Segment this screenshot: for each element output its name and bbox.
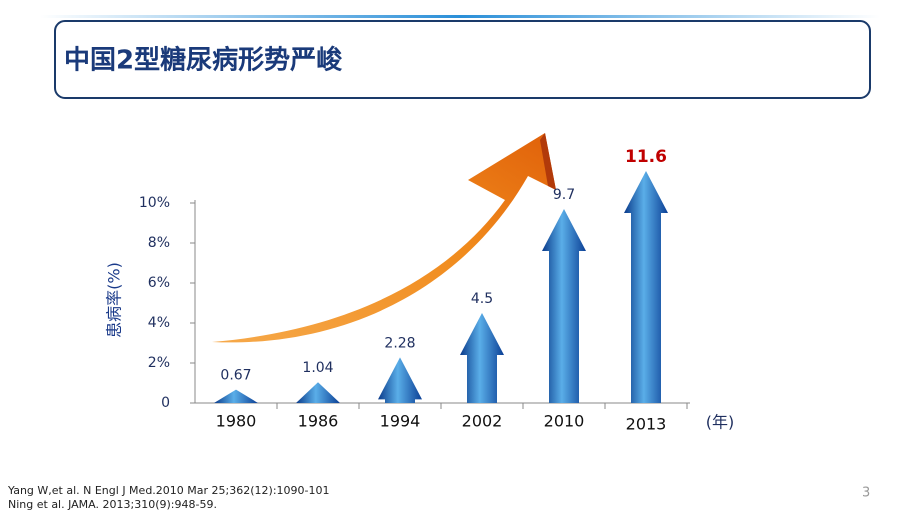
value-label: 4.5 (471, 291, 493, 307)
x-tick-label: 2002 (462, 412, 503, 431)
y-tick-label: 10% (139, 195, 170, 211)
title: 中国2型糖尿病形势严峻 (64, 45, 343, 76)
y-tick-label: 2% (148, 355, 170, 371)
trend-arrow-shade (540, 133, 556, 190)
bar-arrow (460, 313, 504, 403)
reference: Yang W,et al. N Engl J Med.2010 Mar 25;3… (7, 484, 329, 497)
value-label: 2.28 (384, 335, 415, 351)
x-tick-label: 2010 (544, 412, 585, 431)
y-tick-label: 4% (148, 315, 170, 331)
trend-arrow (212, 133, 556, 343)
x-tick-label: 1980 (216, 412, 257, 431)
reference: Ning et al. JAMA. 2013;310(9):948-59. (8, 498, 217, 511)
value-label: 11.6 (625, 147, 667, 167)
value-label: 0.67 (220, 368, 251, 384)
bar-arrow (214, 389, 258, 403)
y-axis-label: 患病率(%) (105, 262, 124, 338)
bar-arrow (624, 171, 668, 403)
y-tick-label: 6% (148, 275, 170, 291)
value-label: 1.04 (302, 360, 333, 376)
x-axis-label: (年) (706, 413, 735, 432)
title-box (54, 20, 871, 99)
x-tick-label: 1986 (298, 412, 339, 431)
y-tick-label: 8% (148, 235, 170, 251)
bar-arrow (296, 382, 340, 403)
page-number: 3 (862, 486, 870, 501)
bar-arrow (542, 209, 586, 403)
x-tick-label: 2013 (626, 415, 667, 434)
y-tick-label: 0 (161, 395, 170, 411)
bar-arrow (378, 357, 422, 403)
value-label: 9.7 (553, 187, 575, 203)
x-tick-label: 1994 (380, 412, 421, 431)
top-line (40, 15, 880, 18)
